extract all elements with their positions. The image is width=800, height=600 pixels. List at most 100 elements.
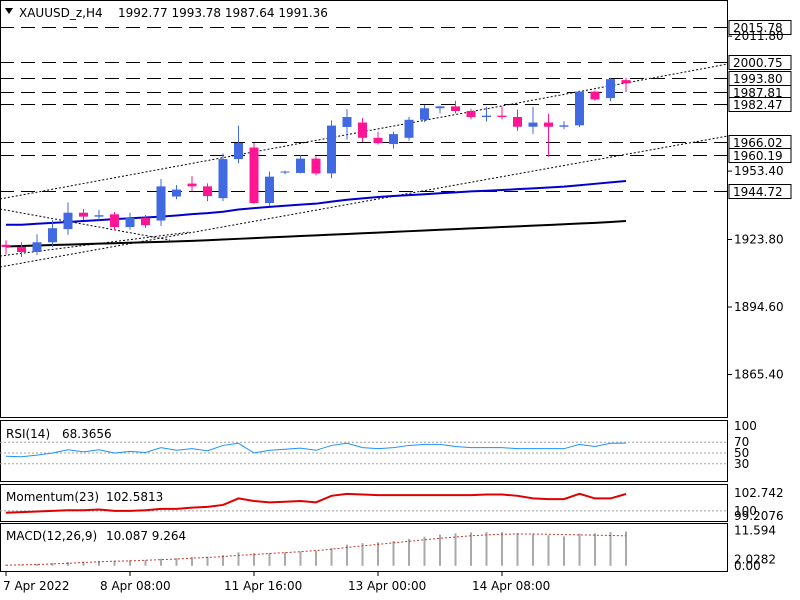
rsi-value: 68.3656	[62, 427, 112, 441]
level-label: 1960.19	[733, 149, 783, 163]
macd-signal-line	[5, 533, 627, 566]
ma_slow-line	[5, 220, 627, 248]
macd-series	[5, 531, 627, 566]
rsi-tick-label: 50	[734, 446, 749, 460]
rsi-label: RSI(14)	[6, 427, 50, 441]
candle-body	[590, 91, 600, 100]
candle-body	[559, 125, 569, 127]
candle-body	[110, 214, 119, 228]
candle-body	[218, 159, 228, 199]
candle-body	[497, 115, 507, 118]
macd-tick-label: 0.00	[734, 559, 761, 573]
candle-body	[327, 125, 336, 174]
level-label: 2015.78	[733, 21, 783, 35]
macd-tick-label: 2.0282	[734, 553, 776, 567]
candle-body	[1, 244, 11, 247]
candle-body	[404, 119, 414, 138]
y-tick-label: 1894.60	[734, 300, 784, 314]
y-tick-label: 1953.40	[734, 164, 784, 178]
x-tick-label: 8 Apr 08:00	[100, 579, 171, 593]
candle-body	[125, 217, 135, 228]
rsi-tick-label: 30	[734, 457, 749, 471]
rsi-line	[5, 442, 627, 458]
candle-body	[606, 79, 615, 99]
candle-body	[296, 158, 305, 173]
ma_fast-line	[6, 180, 627, 226]
candle-body	[482, 115, 491, 118]
candle-body	[94, 215, 104, 217]
momentum-tick-label: 100	[734, 504, 757, 518]
x-tick-label: 7 Apr 2022	[3, 579, 70, 593]
level-tag	[728, 97, 792, 112]
momentum-label: Momentum(23)	[6, 490, 99, 504]
level-tag	[728, 148, 792, 163]
candle-body	[621, 80, 631, 84]
candle-body	[187, 183, 197, 187]
candle-body	[420, 108, 429, 120]
candle-body	[575, 91, 584, 126]
main-chart-frame	[0, 0, 728, 418]
candle-body	[528, 122, 538, 127]
y-tick-label: 1923.80	[734, 233, 784, 247]
candle-body	[234, 142, 243, 160]
x-tick-label: 11 Apr 16:00	[224, 579, 302, 593]
candle-body	[265, 176, 274, 203]
rsi-tick-label: 100	[734, 419, 757, 433]
momentum-frame	[0, 484, 728, 522]
candle-body	[203, 186, 212, 197]
candle-body	[342, 117, 352, 127]
candle-body	[63, 212, 73, 230]
candle-body	[32, 242, 42, 252]
candle-body	[466, 111, 476, 118]
candle-body	[79, 212, 88, 217]
candle-body	[172, 189, 181, 197]
candle-body	[48, 228, 57, 243]
candle-body	[280, 171, 290, 173]
candle-body	[17, 246, 26, 252]
reference-lines	[0, 27, 728, 512]
level-label: 1993.80	[733, 72, 783, 86]
momentum-line	[5, 492, 627, 514]
momentum-tick-label: 99.2076	[734, 509, 784, 523]
candle-body	[141, 217, 150, 226]
candle-body	[156, 186, 166, 221]
candle-body	[544, 122, 553, 127]
candle-body	[249, 147, 259, 203]
x-tick-label: 14 Apr 08:00	[472, 579, 550, 593]
candle-body	[358, 122, 367, 138]
rsi-tick-label: 70	[734, 435, 749, 449]
level-label: 2000.75	[733, 56, 783, 70]
collapse-triangle-icon[interactable]	[5, 8, 13, 14]
macd-value: 10.087 9.264	[106, 529, 186, 543]
level-label: 1966.02	[733, 136, 783, 150]
momentum-tick-label: 102.742	[734, 486, 784, 500]
level-label: 1982.47	[733, 98, 783, 112]
candle-body	[451, 106, 460, 112]
candle-body	[389, 134, 398, 145]
momentum-series	[5, 492, 627, 514]
level-label: 1944.72	[733, 185, 783, 199]
channel-lower-left-line	[0, 208, 171, 241]
momentum-value: 102.5813	[106, 490, 163, 504]
macd-tick-label: 11.594	[734, 523, 776, 537]
rsi-series	[5, 442, 627, 458]
y-tick-label: 1865.40	[734, 367, 784, 381]
candles	[1, 77, 631, 258]
candle-body	[373, 137, 383, 144]
macd-label: MACD(12,26,9)	[6, 529, 97, 543]
ohlc-values: 1992.77 1993.78 1987.64 1991.36	[118, 6, 328, 20]
candle-body	[311, 158, 321, 174]
moving-averages	[5, 180, 627, 248]
candle-body	[513, 117, 522, 127]
y-tick-label: 2011.80	[734, 29, 784, 43]
level-tag	[728, 20, 792, 35]
macd-frame	[0, 523, 728, 572]
x-tick-label: 13 Apr 00:00	[348, 579, 426, 593]
candle-body	[435, 106, 445, 109]
rsi-frame	[0, 420, 728, 482]
level-tag	[728, 55, 792, 70]
symbol-label: XAUUSD_z,H4	[19, 6, 103, 20]
channel-lower-line	[0, 135, 729, 268]
